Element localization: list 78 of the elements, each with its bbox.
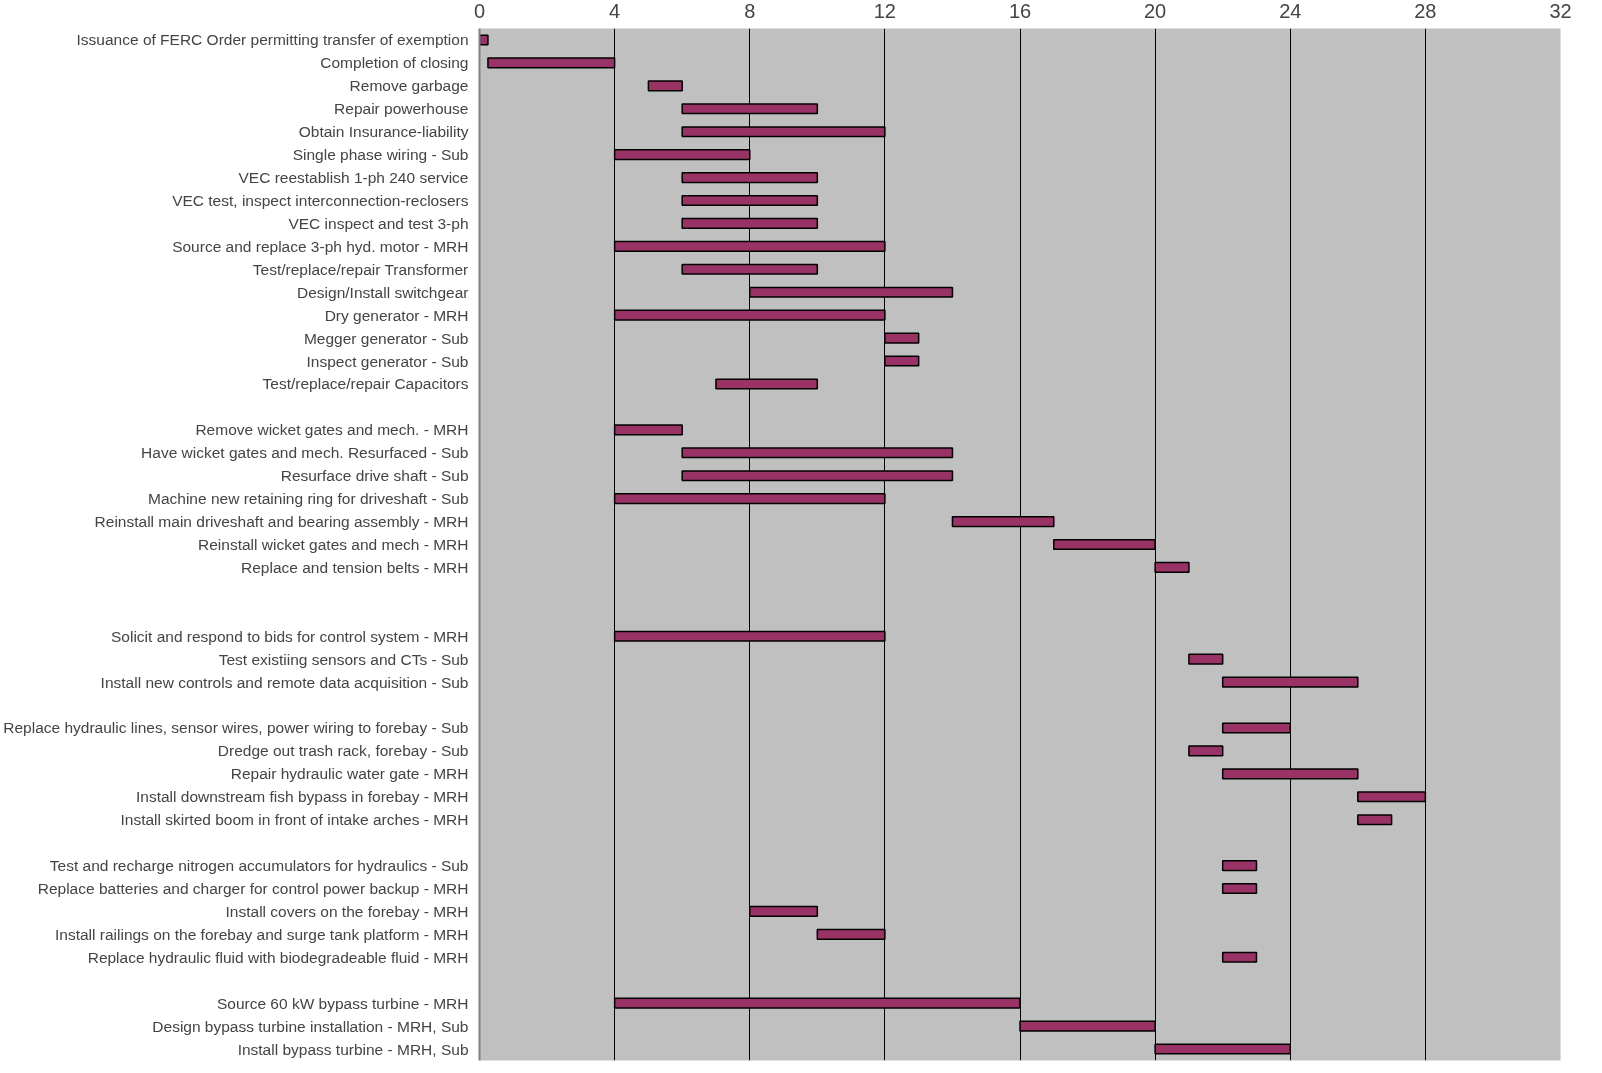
bar [951,516,1055,528]
y-tick-label: Remove wicket gates and mech. - MRH [195,421,469,439]
y-tick-label: Dry generator - MRH [324,306,469,324]
y-tick-label: VEC test, inspect interconnection-reclosers [172,192,469,209]
y-tick-label: Install railings on the forebay and surge tank platform - MRH [54,925,469,943]
bar [1221,882,1258,895]
y-tick-label: Issuance of FERC Order permitting transfer of exemption [76,31,469,49]
bar [1221,676,1359,688]
bar [681,194,819,207]
y-tick-label: Machine new retaining ring for driveshaft - Sub [148,490,469,508]
y-tick-label: Install skirted boom in front of intake arches - MRH [120,811,469,829]
y-tick-label: VEC inspect and test 3-ph [288,214,469,232]
y-tick-label: Single phase wiring - Sub [292,146,469,164]
x-tick-label: 28 [1414,0,1437,22]
y-tick-label: Megger generator - Sub [303,329,469,347]
y-tick-label: Test/replace/repair Capacitors [262,375,469,393]
x-tick-label: 0 [473,0,486,22]
bar [1154,561,1190,573]
bar [816,928,886,940]
y-tick-label: Test/replace/repair Transformer [252,260,469,278]
y-tick-label: Repair powerhouse [334,100,469,118]
y-tick-label: VEC reestablish 1-ph 240 service [238,169,469,187]
y-tick-label: Obtain Insurance-liability [298,123,469,141]
bar [1188,653,1224,665]
y-tick-label: Completion of closing [320,54,469,72]
bar [1221,722,1291,734]
bar [749,905,819,917]
bar [681,126,886,138]
y-tick-label: Design/Install switchgear [297,283,469,301]
bar [479,34,489,46]
y-tick-label: Source 60 kW bypass turbine - MRH [216,994,469,1012]
x-tick-label: 20 [1144,0,1167,22]
y-tick-label: Install new controls and remote data acquisition - Sub [100,673,469,691]
y-tick-label: Replace hydraulic fluid with biodegradeable fluid - MRH [87,948,469,966]
bar [681,470,954,482]
bar [749,286,954,298]
y-tick-label: Source and replace 3-ph hyd. motor - MRH [172,237,469,255]
bar [1154,1043,1291,1055]
bar [1221,768,1359,780]
bar [1188,745,1224,757]
bar [681,172,819,184]
y-tick-label: Resurface drive shaft - Sub [280,467,469,485]
x-tick-label: 4 [609,0,621,22]
x-tick-label: 12 [873,0,896,22]
x-tick-label: 32 [1549,0,1572,22]
x-tick-label: 24 [1279,0,1302,22]
y-tick-label: Remove garbage [349,77,469,95]
y-tick-label: Inspect generator - Sub [306,352,469,370]
y-tick-label: Test existiing sensors and CTs - Sub [218,650,469,668]
bar [884,355,920,367]
y-tick-label: Replace hydraulic lines, sensor wires, power wiring to forebay - Sub [3,719,469,737]
x-tick-label: 16 [1008,0,1032,22]
bar [647,80,683,92]
y-tick-label: Dredge out trash rack, forebay - Sub [217,742,469,760]
y-tick-label: Test and recharge nitrogen accumulators for hydraulics - Sub [49,857,469,875]
y-tick-label: Reinstall main driveshaft and bearing assembly - MRH [94,513,469,531]
bar [681,103,819,115]
y-tick-label: Solicit and respond to bids for control system - MRH [111,627,469,645]
y-tick-label: Install bypass turbine - MRH, Sub [237,1040,469,1058]
bar [1221,860,1258,872]
bar [1019,1020,1156,1032]
x-tick-label: 8 [744,0,756,22]
bar [884,332,920,344]
bar [681,217,819,229]
y-tick-label: Replace batteries and charger for control power backup - MRH [37,880,469,897]
bar [681,263,819,275]
bar [681,447,954,459]
y-tick-label: Replace and tension belts - MRH [241,558,469,576]
y-tick-label: Repair hydraulic water gate - MRH [230,765,469,783]
bar [1357,814,1393,826]
bar [715,378,819,390]
bar [1053,538,1156,551]
y-tick-label: Reinstall wicket gates and mech - MRH [198,536,469,553]
bar [1221,951,1258,963]
y-tick-label: Have wicket gates and mech. Resurfaced - Sub [141,444,469,462]
y-tick-label: Install covers on the forebay - MRH [225,902,469,920]
y-tick-label: Install downstream fish bypass in forebay - MRH [135,788,469,806]
y-tick-label: Design bypass turbine installation - MRH, Sub [152,1017,469,1035]
